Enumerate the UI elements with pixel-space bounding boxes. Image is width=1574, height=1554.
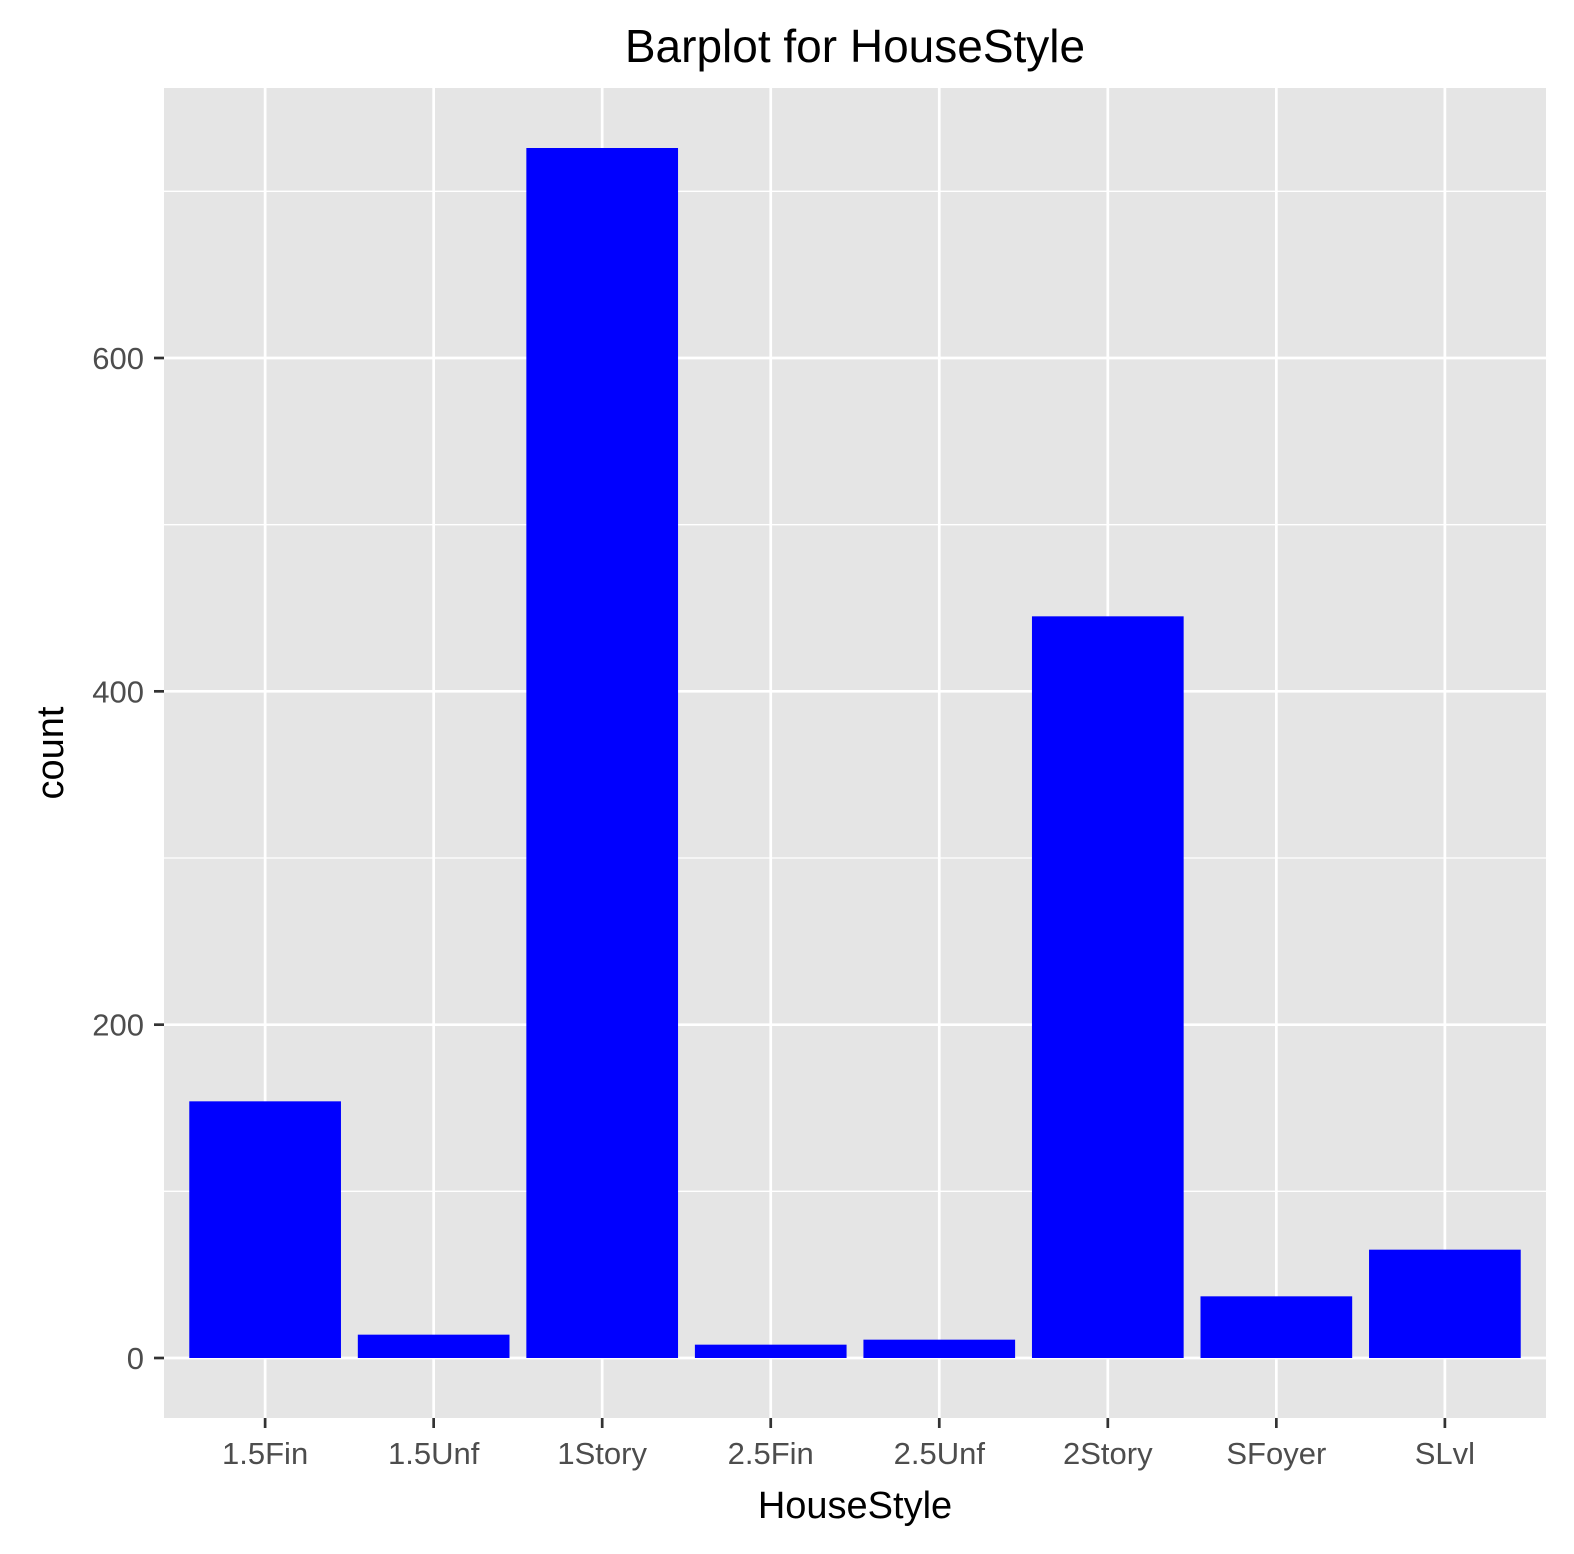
y-axis: 0 200 400 600 — [92, 341, 164, 1376]
x-axis: 1.5Fin 1.5Unf 1Story 2.5Fin 2.5Unf 2Story SFoy… — [222, 1418, 1475, 1471]
x-tick-label: SFoyer — [1226, 1436, 1326, 1471]
bar-2.5Fin — [694, 1344, 847, 1358]
bar-2Story — [1031, 616, 1184, 1358]
minor-gridlines — [164, 190, 1546, 1192]
bars — [189, 148, 1521, 1358]
y-axis-title: count — [30, 706, 72, 799]
x-tick-label: 1Story — [557, 1436, 647, 1471]
x-tick-label: 2.5Fin — [728, 1436, 814, 1471]
x-tick-label: 2Story — [1063, 1436, 1153, 1471]
x-tick-label: 1.5Unf — [388, 1436, 480, 1471]
plot-panel — [164, 88, 1546, 1418]
bar-1.5Unf — [357, 1334, 510, 1358]
bar-1.5Fin — [189, 1101, 341, 1358]
x-tick-label: 1.5Fin — [222, 1436, 308, 1471]
x-tick-label: SLvl — [1415, 1436, 1475, 1471]
y-tick-label: 600 — [92, 341, 144, 376]
x-axis-title: HouseStyle — [758, 1485, 952, 1527]
x-tick-label: 2.5Unf — [894, 1436, 986, 1471]
bar-2.5Unf — [863, 1339, 1016, 1358]
chart-title: Barplot for HouseStyle — [625, 20, 1085, 72]
bar-1Story — [526, 148, 679, 1358]
bar-SFoyer — [1200, 1296, 1353, 1358]
bar-SLvl — [1369, 1249, 1521, 1358]
y-tick-label: 200 — [92, 1008, 144, 1043]
y-tick-label: 0 — [127, 1341, 144, 1376]
y-tick-label: 400 — [92, 674, 144, 709]
